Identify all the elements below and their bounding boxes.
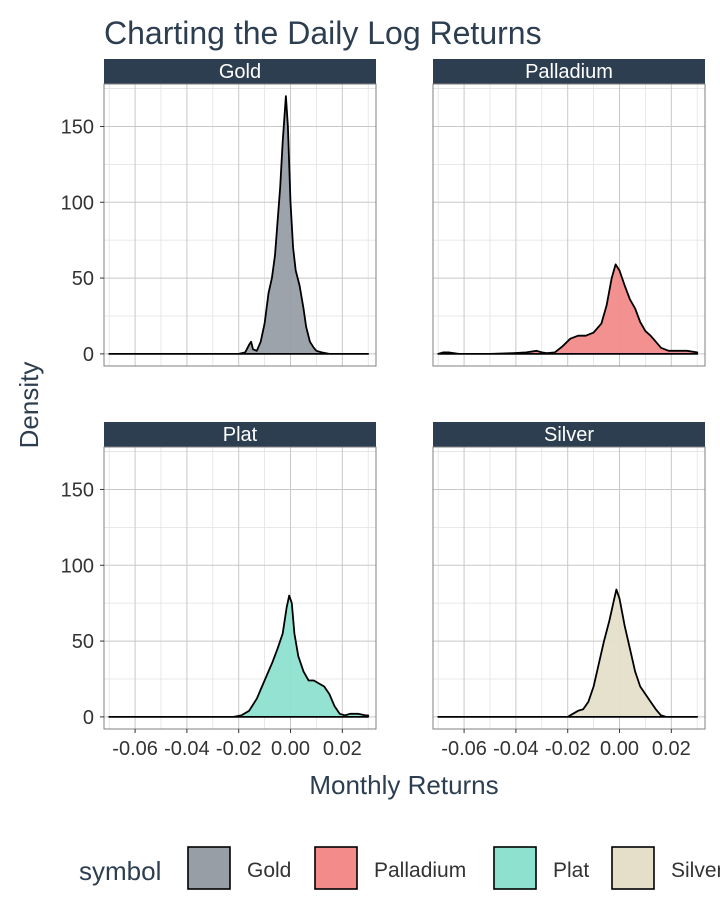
legend-swatch-silver xyxy=(611,846,655,890)
panel-border xyxy=(103,446,377,730)
legend-label-plat: Plat xyxy=(553,859,589,882)
x-axis-title: Monthly Returns xyxy=(309,770,498,800)
y-tick-label: 150 xyxy=(61,116,94,138)
panel-silver: Silver -0.06 -0.04 -0.02 0.00 0.02 xyxy=(432,422,706,760)
legend: symbol Gold Palladium Plat Silver xyxy=(79,846,720,890)
strip-palladium xyxy=(433,59,705,84)
legend-title: symbol xyxy=(79,856,161,886)
facet-panels: Gold 0 50 100 150 Palladium Plat 0 50 100 150 -0.06… xyxy=(61,59,706,760)
strip-label-silver: Silver xyxy=(544,424,594,446)
legend-item-palladium: Palladium xyxy=(314,846,466,890)
x-tick-label: 0.00 xyxy=(600,738,639,760)
density-area-plat xyxy=(108,594,370,718)
x-tick-label: -0.02 xyxy=(545,738,591,760)
strip-gold xyxy=(104,59,376,84)
panel-gold: Gold 0 50 100 150 xyxy=(61,59,377,367)
x-tick-label: 0.02 xyxy=(652,738,691,760)
panel-palladium: Palladium xyxy=(432,59,706,367)
strip-label-palladium: Palladium xyxy=(525,61,613,83)
x-tick-label: -0.04 xyxy=(164,738,210,760)
y-tick-label: 100 xyxy=(61,192,94,214)
strip-silver xyxy=(433,422,705,447)
y-tick-label: 100 xyxy=(61,555,94,577)
y-axis-title: Density xyxy=(14,362,44,449)
x-tick-label: -0.02 xyxy=(216,738,262,760)
legend-label-palladium: Palladium xyxy=(374,859,466,882)
legend-swatch-gold xyxy=(187,846,231,890)
x-tick-label: 0.00 xyxy=(271,738,310,760)
legend-label-silver: Silver xyxy=(671,859,720,882)
y-tick-label: 50 xyxy=(72,631,94,653)
panel-border xyxy=(103,83,377,367)
legend-item-gold: Gold xyxy=(187,846,291,890)
panel-plat: Plat 0 50 100 150 -0.06 -0.04 -0.02 0.00 0.02 xyxy=(61,422,377,760)
legend-item-plat: Plat xyxy=(493,846,589,890)
y-tick-label: 0 xyxy=(83,344,94,366)
strip-label-gold: Gold xyxy=(219,61,261,83)
x-tick-label: -0.06 xyxy=(112,738,158,760)
density-area-gold xyxy=(108,95,370,355)
x-tick-label: 0.02 xyxy=(323,738,362,760)
chart-title: Charting the Daily Log Returns xyxy=(104,15,542,51)
x-tick-label: -0.04 xyxy=(493,738,539,760)
panel-border xyxy=(432,83,706,367)
y-tick-label: 50 xyxy=(72,268,94,290)
y-tick-label: 150 xyxy=(61,479,94,501)
legend-item-silver: Silver xyxy=(611,846,720,890)
legend-swatch-plat xyxy=(493,846,537,890)
panel-border xyxy=(432,446,706,730)
legend-swatch-palladium xyxy=(314,846,358,890)
density-area-palladium xyxy=(437,263,699,355)
x-tick-label: -0.06 xyxy=(441,738,487,760)
density-area-silver xyxy=(437,588,699,718)
y-tick-label: 0 xyxy=(83,707,94,729)
strip-plat xyxy=(104,422,376,447)
strip-label-plat: Plat xyxy=(223,424,258,446)
legend-label-gold: Gold xyxy=(247,859,291,882)
